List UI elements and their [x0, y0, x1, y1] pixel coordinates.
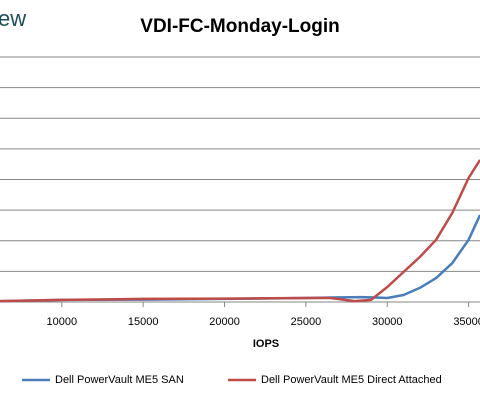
x-tick-label: 30000 — [372, 316, 403, 328]
series-line — [0, 214, 480, 303]
logo: ew — [0, 6, 26, 31]
x-axis-title: IOPS — [253, 338, 279, 350]
x-tick-label: 15000 — [128, 316, 159, 328]
chart-title: VDI-FC-Monday-Login — [140, 16, 339, 37]
legend-label: Dell PowerVault ME5 Direct Attached — [261, 374, 442, 386]
x-tick-label: 10000 — [47, 316, 78, 328]
legend-label: Dell PowerVault ME5 SAN — [55, 374, 184, 386]
x-tick-label: 25000 — [291, 316, 322, 328]
series-line — [0, 159, 480, 303]
x-tick-label: 20000 — [209, 316, 240, 328]
x-tick-label: 35000 — [453, 316, 480, 328]
